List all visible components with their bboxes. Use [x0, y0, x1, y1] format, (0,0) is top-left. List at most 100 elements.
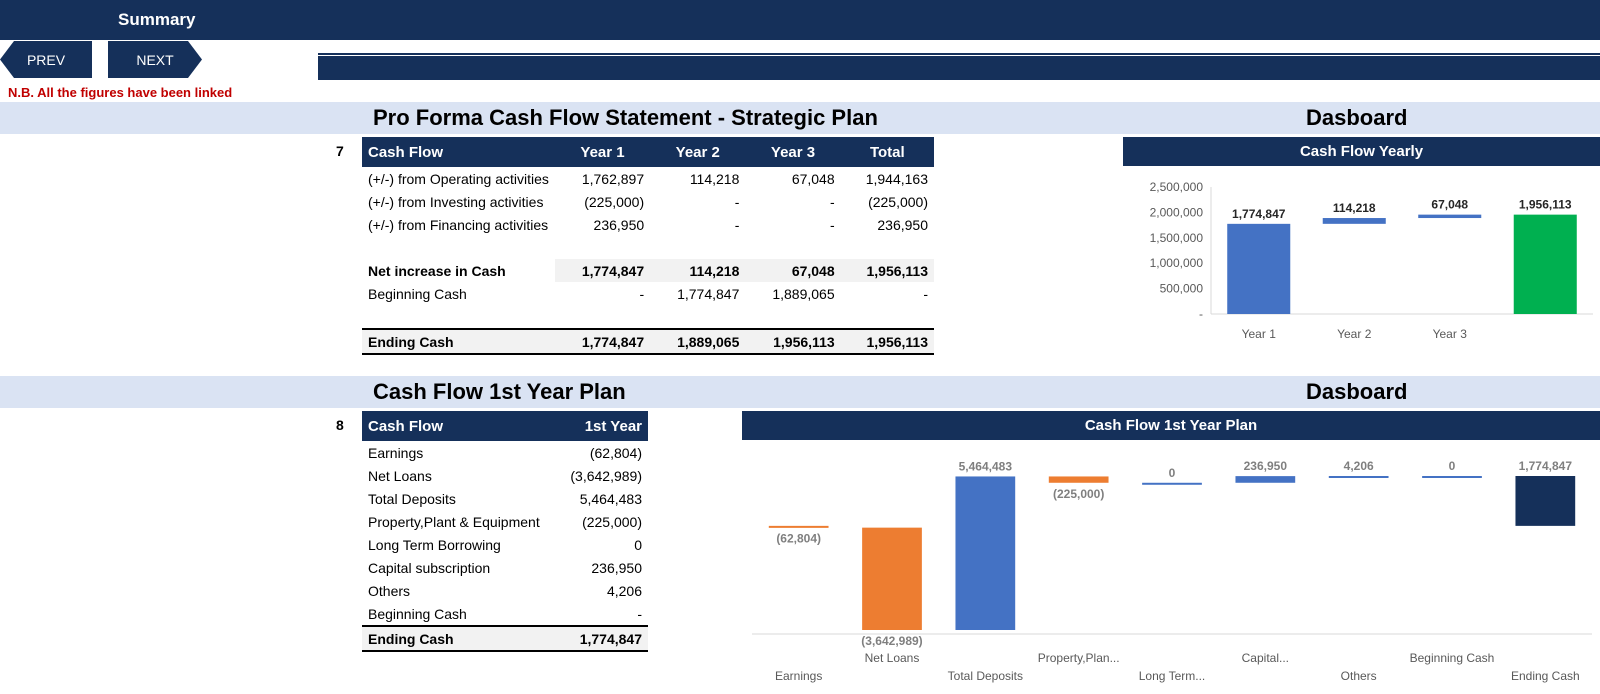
- x-tick-label: Year 3: [1433, 327, 1468, 341]
- spacer-row: [362, 236, 934, 259]
- cell: 114,218: [650, 259, 746, 282]
- row-label: Beginning Cash: [368, 285, 467, 302]
- cell: 1,762,897: [581, 170, 645, 187]
- row-label: Property,Plant & Equipment: [368, 513, 540, 530]
- cell: 1,944,163: [865, 170, 928, 187]
- spacer-row: [362, 305, 934, 329]
- row-label: Long Term Borrowing: [368, 536, 501, 553]
- cell: 1,956,113: [840, 259, 934, 282]
- x-tick-label: Others: [1341, 669, 1377, 683]
- y-tick-label: 2,000,000: [1150, 205, 1204, 219]
- table-row: Total Deposits 5,464,483: [362, 487, 648, 510]
- bar: [1227, 223, 1291, 314]
- title-bar: [0, 0, 1600, 40]
- col-header: Year 3: [745, 137, 841, 167]
- cell: 1,774,847: [677, 285, 740, 302]
- table-row-ending-cash: Ending Cash 1,774,847 1,889,065 1,956,11…: [362, 328, 934, 355]
- data-label: 5,464,483: [959, 459, 1013, 473]
- cell: 114,218: [689, 170, 740, 187]
- cell: -: [734, 193, 740, 210]
- x-tick-label: Capital...: [1242, 651, 1289, 665]
- row-label: Net increase in Cash: [368, 262, 506, 279]
- x-tick-label: Total Deposits: [948, 669, 1023, 683]
- cell: (225,000): [868, 193, 928, 210]
- bar: [1515, 476, 1576, 526]
- x-tick-label: Net Loans: [865, 651, 920, 665]
- col-header: Year 2: [650, 137, 746, 167]
- strategic-cashflow-table: Cash Flow Year 1 Year 2 Year 3 Total (+/…: [362, 137, 934, 355]
- table-row-net-increase: Net increase in Cash 1,774,847 114,218 6…: [362, 259, 934, 282]
- data-label: 1,774,847: [1519, 459, 1573, 473]
- row-label: Ending Cash: [362, 328, 555, 355]
- header-divider: [318, 53, 1600, 55]
- col-header: Year 1: [554, 137, 651, 167]
- table-row-ending-cash: Ending Cash 1,774,847: [362, 625, 648, 652]
- header-bar-lower: [318, 56, 1600, 80]
- cell: (225,000): [582, 513, 642, 530]
- cell: 67,048: [745, 259, 841, 282]
- data-label: (3,642,989): [861, 634, 922, 648]
- section-number-7: 7: [336, 143, 344, 159]
- row-label: Ending Cash: [362, 625, 552, 652]
- bar: [1513, 214, 1577, 314]
- cell: -: [829, 216, 835, 233]
- row-label: Others: [368, 582, 411, 599]
- table-row: Earnings (62,804): [362, 441, 648, 464]
- cell: 1,774,847: [552, 625, 648, 652]
- cell: 5,464,483: [579, 490, 642, 507]
- cell: 236,950: [877, 216, 928, 233]
- bar: [862, 527, 922, 630]
- cell: 1,889,065: [650, 328, 746, 355]
- cell: 4,206: [606, 582, 642, 599]
- cell: (225,000): [584, 193, 645, 210]
- cell: 1,956,113: [840, 328, 934, 355]
- chart-title-first-year: Cash Flow 1st Year Plan: [742, 411, 1600, 440]
- prev-button[interactable]: PREV: [0, 41, 92, 78]
- data-label: 1,774,847: [1232, 207, 1286, 221]
- col-header: Total: [840, 137, 934, 167]
- cash-flow-first-year-chart: (62,804) Earnings (3,642,989) Net Loans 5,46…: [752, 459, 1592, 683]
- page-title: Summary: [118, 10, 196, 29]
- table-row: (+/-) from Financing activities 236,950 …: [362, 213, 934, 236]
- cell: -: [639, 285, 645, 302]
- col-header: Cash Flow: [362, 137, 555, 167]
- row-label: (+/-) from Investing activities: [368, 193, 544, 210]
- table-row: Net Loans (3,642,989): [362, 464, 648, 487]
- y-tick-label: 1,500,000: [1150, 231, 1204, 245]
- table-header-row: Cash Flow 1st Year: [362, 411, 648, 441]
- table-row: Others 4,206: [362, 579, 648, 602]
- table-row: (+/-) from Operating activities 1,762,89…: [362, 167, 934, 190]
- bar: [768, 525, 829, 528]
- data-label: 67,048: [1431, 198, 1468, 212]
- data-label: (62,804): [776, 532, 821, 546]
- row-label: Net Loans: [368, 467, 432, 484]
- bar: [1235, 476, 1296, 483]
- table-row: Beginning Cash -: [362, 602, 648, 626]
- x-tick-label: Ending Cash: [1511, 669, 1580, 683]
- cell: -: [829, 193, 835, 210]
- row-label: Total Deposits: [368, 490, 456, 507]
- x-tick-label: Year 2: [1337, 327, 1372, 341]
- section-band-strategic: [0, 102, 1600, 134]
- cell: -: [637, 605, 642, 622]
- cell: (3,642,989): [570, 467, 642, 484]
- cell: 1,774,847: [554, 328, 651, 355]
- table-row: Property,Plant & Equipment (225,000): [362, 510, 648, 533]
- cell: 236,950: [591, 559, 642, 576]
- linked-figures-note: N.B. All the figures have been linked: [8, 85, 233, 100]
- next-button[interactable]: NEXT: [108, 41, 202, 78]
- data-label: 4,206: [1344, 459, 1374, 473]
- bar: [1422, 476, 1482, 479]
- row-label: (+/-) from Financing activities: [368, 216, 549, 233]
- row-label: Beginning Cash: [368, 605, 467, 622]
- bar: [955, 476, 1016, 630]
- x-tick-label: Property,Plan...: [1038, 651, 1120, 665]
- data-label: (225,000): [1053, 487, 1104, 501]
- data-label: 0: [1169, 466, 1176, 480]
- section-title-strategic: Pro Forma Cash Flow Statement - Strategi…: [373, 105, 878, 130]
- first-year-cashflow-table: Cash Flow 1st Year Earnings (62,804) Net …: [362, 411, 648, 652]
- row-label: Capital subscription: [368, 559, 491, 576]
- section-band-first-year: [0, 376, 1600, 408]
- row-label: Earnings: [368, 444, 424, 461]
- dashboard-title-1: Dasboard: [1306, 105, 1408, 130]
